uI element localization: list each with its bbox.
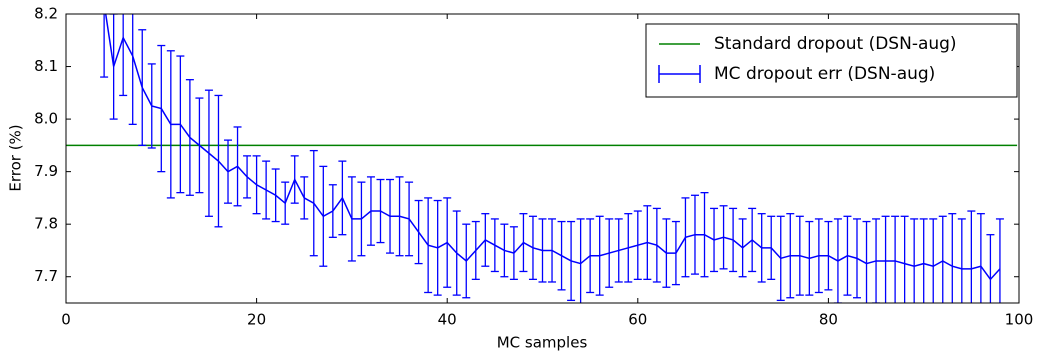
x-tick-label: 60 bbox=[628, 311, 647, 329]
y-tick-label: 7.9 bbox=[34, 162, 58, 180]
y-tick-label: 8.1 bbox=[34, 57, 58, 75]
x-tick-label: 100 bbox=[1005, 311, 1034, 329]
data-line bbox=[104, 14, 1001, 281]
plot-frame bbox=[65, 13, 1020, 304]
legend-box bbox=[645, 23, 1018, 98]
y-tick-label: 8.2 bbox=[34, 5, 58, 23]
y-axis-label: Error (%) bbox=[7, 124, 25, 191]
error-bar bbox=[128, 14, 137, 125]
legend-label: Standard dropout (DSN-aug) bbox=[714, 34, 957, 54]
x-tick-label: 20 bbox=[247, 311, 266, 329]
y-tick-label: 7.8 bbox=[34, 215, 58, 233]
x-axis-label: MC samples bbox=[497, 334, 588, 352]
x-tick-label: 40 bbox=[438, 311, 457, 329]
y-tick-label: 8.0 bbox=[34, 110, 58, 128]
error-bar bbox=[995, 218, 1004, 303]
x-tick-label: 0 bbox=[61, 311, 71, 329]
x-tick-label: 80 bbox=[819, 311, 838, 329]
y-tick-label: 7.7 bbox=[34, 267, 58, 285]
plot-area bbox=[66, 14, 1018, 303]
legend-label: MC dropout err (DSN-aug) bbox=[714, 64, 935, 84]
error-bar bbox=[100, 14, 109, 78]
